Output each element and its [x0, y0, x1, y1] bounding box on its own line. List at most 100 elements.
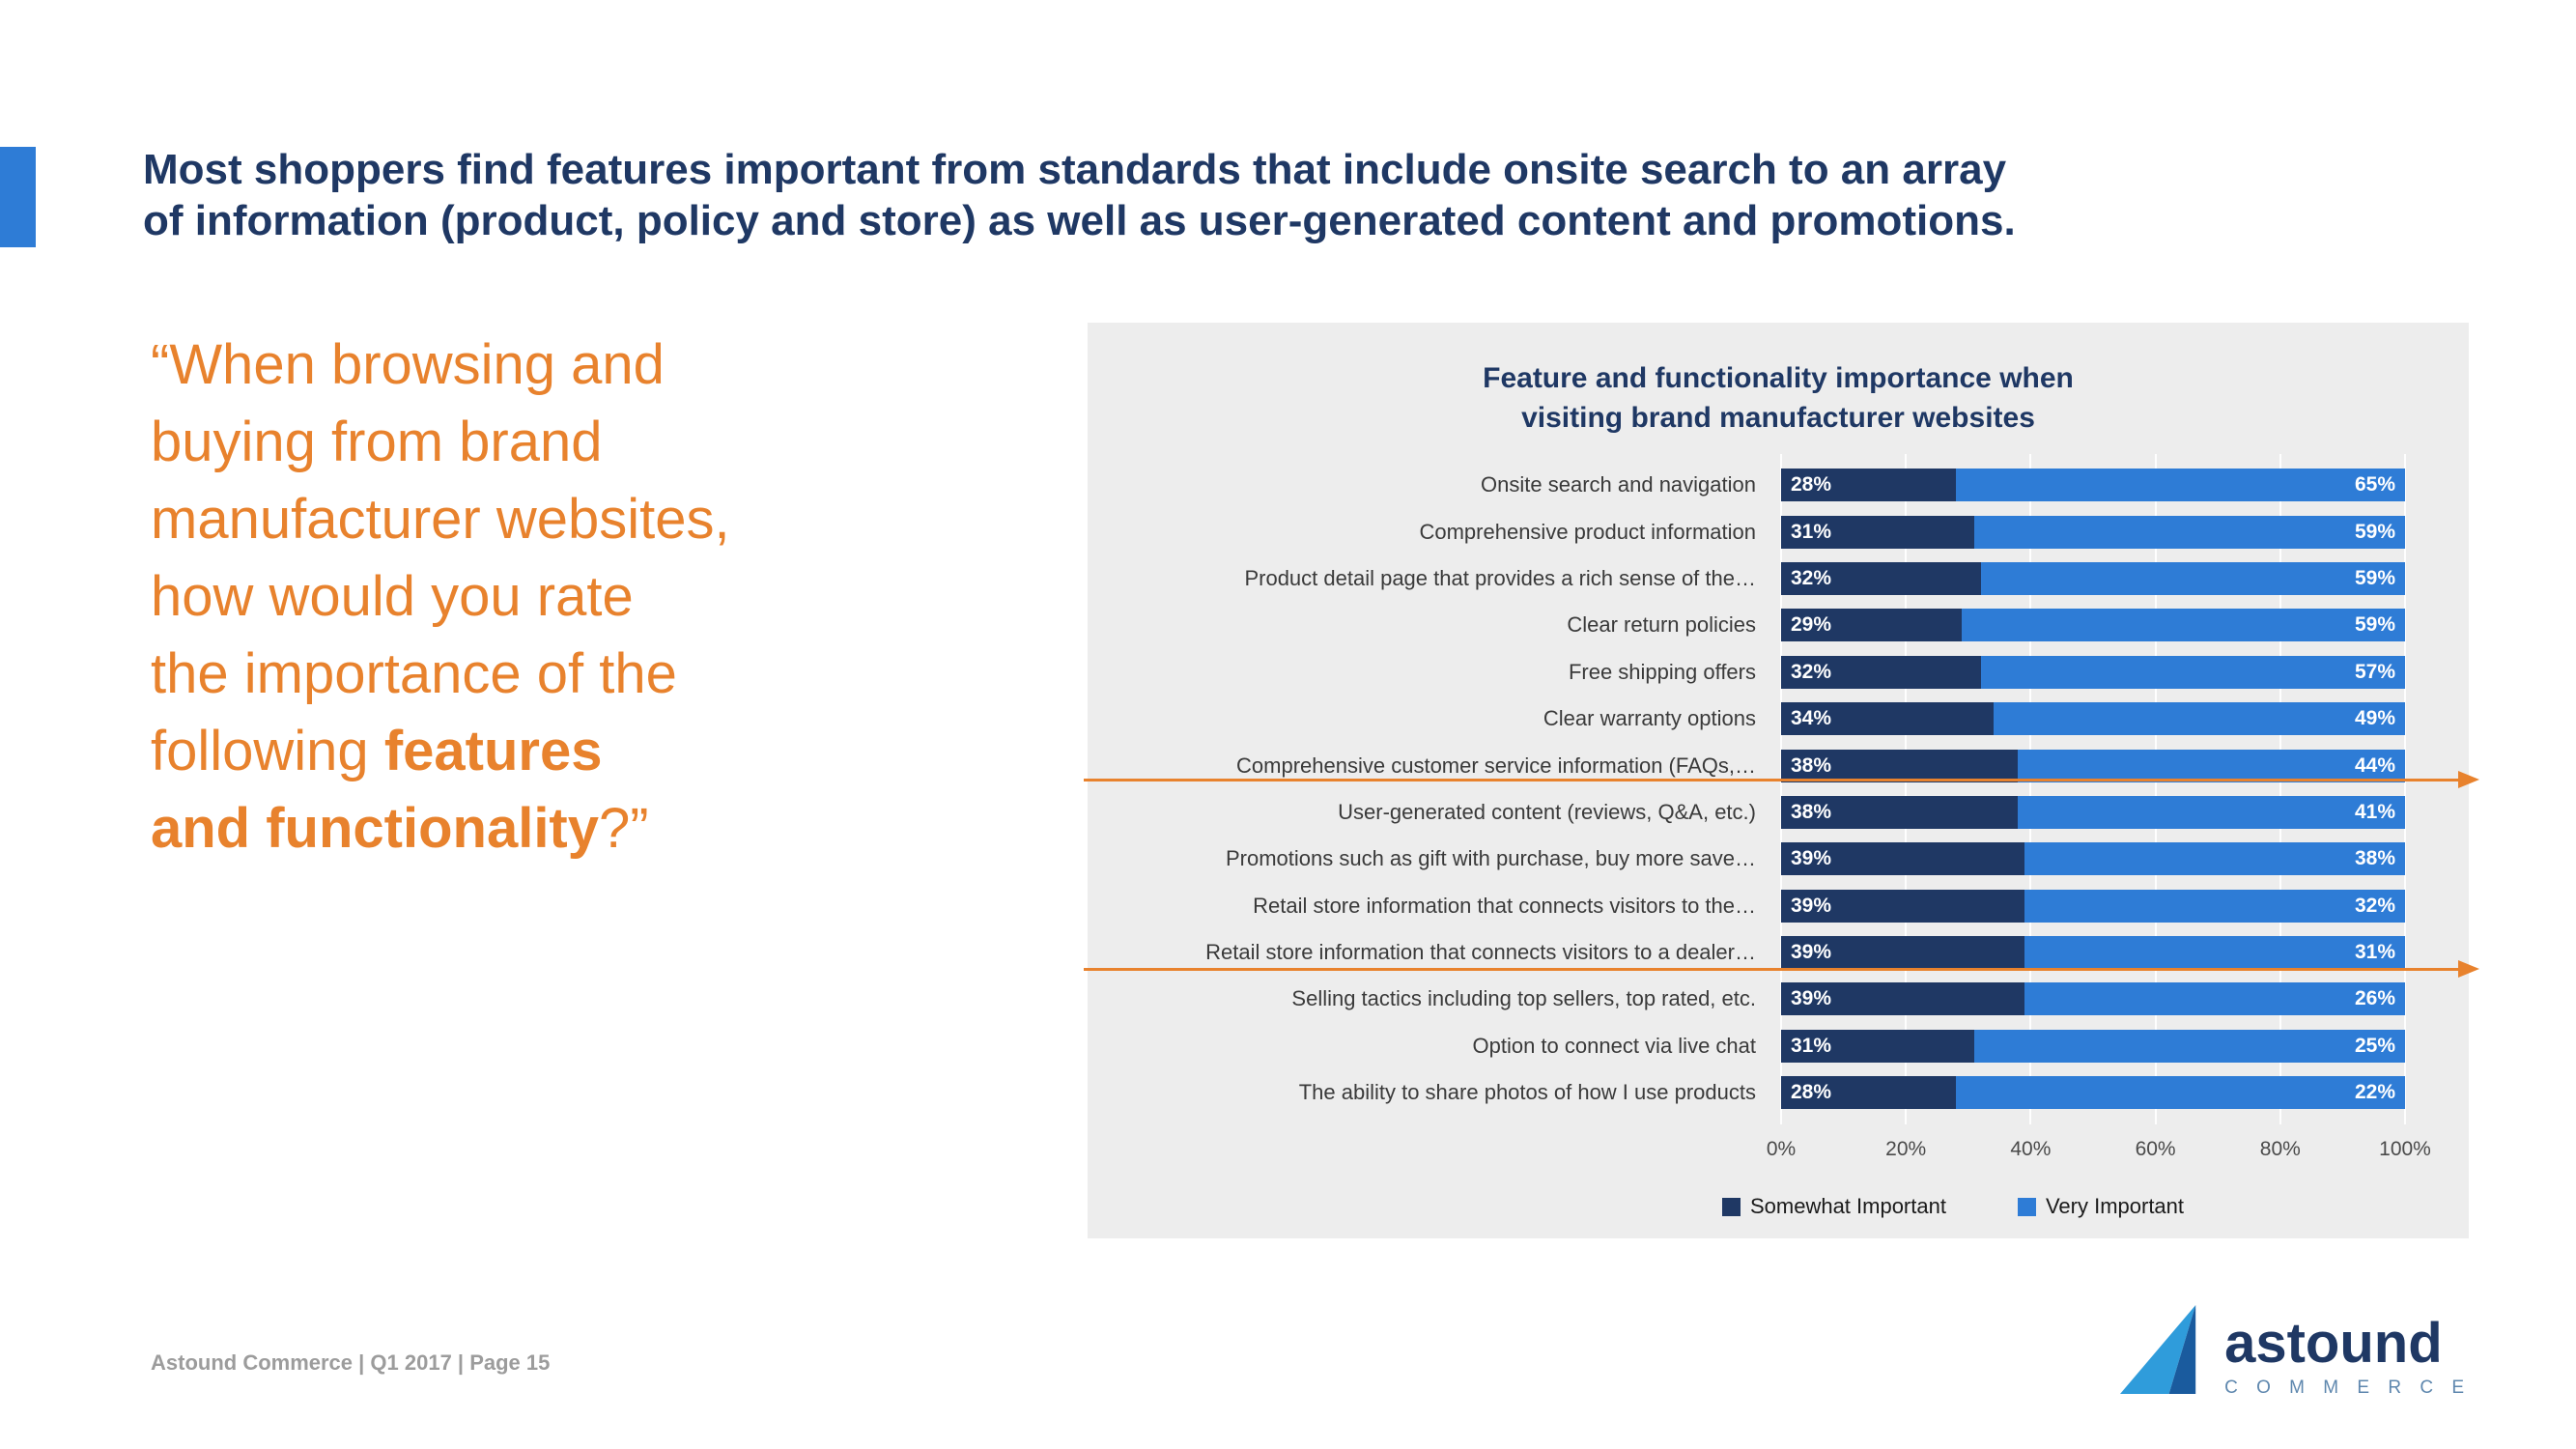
- legend-label: Very Important: [2045, 1194, 2185, 1218]
- somewhat-important-segment: 38%: [1781, 795, 2019, 829]
- somewhat-important-segment: 39%: [1781, 936, 2024, 970]
- somewhat-important-segment: 28%: [1781, 469, 1956, 502]
- bar-track: 31% 25%: [1781, 1029, 2405, 1063]
- highlight-arrow: [1084, 771, 2479, 788]
- very-important-value: 59%: [2354, 613, 2395, 637]
- bar-track: 32% 59%: [1781, 561, 2405, 595]
- very-important-segment: 41%: [2018, 795, 2405, 829]
- somewhat-important-segment: 31%: [1781, 515, 1975, 549]
- very-important-segment: 38%: [2024, 842, 2405, 876]
- x-axis-tick: 40%: [2010, 1138, 2052, 1160]
- bar-track: 28% 65%: [1781, 469, 2405, 502]
- somewhat-important-value: 39%: [1791, 847, 1832, 870]
- bar-track: 38% 41%: [1781, 795, 2405, 829]
- somewhat-important-segment: 31%: [1781, 1029, 1975, 1063]
- x-axis-tick: 80%: [2259, 1138, 2301, 1160]
- very-important-segment: 31%: [2024, 936, 2405, 970]
- chart-row: Promotions such as gift with purchase, b…: [1088, 836, 2469, 882]
- logo-triangle-icon: [2120, 1305, 2209, 1399]
- quote-suffix: ?”: [599, 797, 649, 860]
- category-label: Onsite search and navigation: [1481, 472, 1756, 497]
- very-important-value: 41%: [2354, 800, 2395, 823]
- very-important-segment: 25%: [1974, 1029, 2405, 1063]
- chart-rows: Onsite search and navigation 28% 65% Compre…: [1088, 462, 2469, 1116]
- somewhat-important-segment: 38%: [1781, 749, 2019, 782]
- chart-row: Onsite search and navigation 28% 65%: [1088, 462, 2469, 508]
- somewhat-important-value: 28%: [1791, 1081, 1832, 1104]
- gridline: [2029, 454, 2032, 1124]
- legend-swatch: [1721, 1197, 1741, 1216]
- very-important-value: 25%: [2354, 1034, 2395, 1057]
- very-important-segment: 59%: [1962, 609, 2405, 642]
- chart-row: User-generated content (reviews, Q&A, et…: [1088, 789, 2469, 836]
- very-important-segment: 44%: [2018, 749, 2405, 782]
- category-label: Option to connect via live chat: [1472, 1033, 1757, 1058]
- accent-bar: [0, 147, 36, 247]
- category-label: Clear warranty options: [1543, 706, 1756, 731]
- logo-brand-name: astound: [2224, 1311, 2443, 1375]
- x-axis-tick: 20%: [1885, 1138, 1927, 1160]
- chart-title: Feature and functionality importance whe…: [1483, 362, 2074, 434]
- very-important-segment: 59%: [1974, 515, 2405, 549]
- very-important-value: 31%: [2354, 941, 2395, 964]
- chart-row: Selling tactics including top sellers, t…: [1088, 976, 2469, 1022]
- logo-text: astound C O M M E R C E: [2224, 1311, 2471, 1399]
- gridline: [1905, 454, 1908, 1124]
- category-label: The ability to share photos of how I use…: [1298, 1080, 1756, 1105]
- somewhat-important-value: 39%: [1791, 894, 1832, 917]
- quote-bold: features and functionality: [151, 720, 603, 860]
- legend-item: Very Important: [2017, 1194, 2185, 1219]
- chart-row: Retail store information that connects v…: [1088, 883, 2469, 929]
- x-axis-tick: 60%: [2135, 1138, 2176, 1160]
- chart-row: Free shipping offers 32% 57%: [1088, 649, 2469, 696]
- somewhat-important-segment: 39%: [1781, 889, 2024, 923]
- very-important-segment: 49%: [1993, 702, 2405, 736]
- chart-row: Clear return policies 29% 59%: [1088, 602, 2469, 648]
- somewhat-important-value: 38%: [1791, 800, 1832, 823]
- bar-track: 31% 59%: [1781, 515, 2405, 549]
- bar-track: 39% 32%: [1781, 889, 2405, 923]
- category-label: Retail store information that connects v…: [1253, 893, 1756, 918]
- bar-track: 39% 26%: [1781, 982, 2405, 1016]
- somewhat-important-value: 38%: [1791, 753, 1832, 777]
- very-important-value: 49%: [2354, 707, 2395, 730]
- somewhat-important-value: 31%: [1791, 1034, 1832, 1057]
- x-axis-tick: 0%: [1766, 1138, 1797, 1160]
- bar-track: 39% 38%: [1781, 842, 2405, 876]
- category-label: Promotions such as gift with purchase, b…: [1225, 846, 1756, 871]
- somewhat-important-value: 29%: [1791, 613, 1832, 637]
- very-important-value: 65%: [2354, 473, 2395, 497]
- somewhat-important-segment: 39%: [1781, 982, 2024, 1016]
- very-important-segment: 57%: [1980, 655, 2405, 689]
- company-logo: astound C O M M E R C E: [2120, 1305, 2471, 1399]
- category-label: Selling tactics including top sellers, t…: [1291, 986, 1756, 1011]
- gridline: [2279, 454, 2281, 1124]
- gridline: [1780, 454, 1782, 1124]
- category-label: Free shipping offers: [1568, 659, 1756, 684]
- legend-swatch: [2017, 1197, 2036, 1216]
- very-important-value: 26%: [2354, 987, 2395, 1010]
- very-important-segment: 26%: [2024, 982, 2405, 1016]
- very-important-segment: 32%: [2024, 889, 2405, 923]
- logo-sub-name: C O M M E R C E: [2224, 1378, 2471, 1398]
- very-important-value: 44%: [2354, 753, 2395, 777]
- chart-row: Product detail page that provides a rich…: [1088, 555, 2469, 602]
- chart-row: Retail store information that connects v…: [1088, 929, 2469, 976]
- somewhat-important-value: 31%: [1791, 520, 1832, 543]
- category-label: Clear return policies: [1567, 612, 1756, 638]
- chart-x-axis: 0% 20% 40% 60% 80% 100%: [1767, 1138, 2431, 1167]
- somewhat-important-value: 34%: [1791, 707, 1832, 730]
- somewhat-important-segment: 32%: [1781, 655, 1981, 689]
- chart-legend: Somewhat Important Very Important: [1262, 1194, 2576, 1219]
- somewhat-important-segment: 32%: [1781, 561, 1981, 595]
- somewhat-important-segment: 28%: [1781, 1076, 1956, 1110]
- bar-track: 28% 22%: [1781, 1076, 2405, 1110]
- very-important-value: 22%: [2354, 1081, 2395, 1104]
- category-label: User-generated content (reviews, Q&A, et…: [1338, 799, 1756, 824]
- chart-row: Option to connect via live chat 31% 25%: [1088, 1023, 2469, 1069]
- chart-row: The ability to share photos of how I use…: [1088, 1069, 2469, 1116]
- very-important-value: 59%: [2354, 566, 2395, 589]
- very-important-value: 57%: [2354, 660, 2395, 683]
- bar-track: 32% 57%: [1781, 655, 2405, 689]
